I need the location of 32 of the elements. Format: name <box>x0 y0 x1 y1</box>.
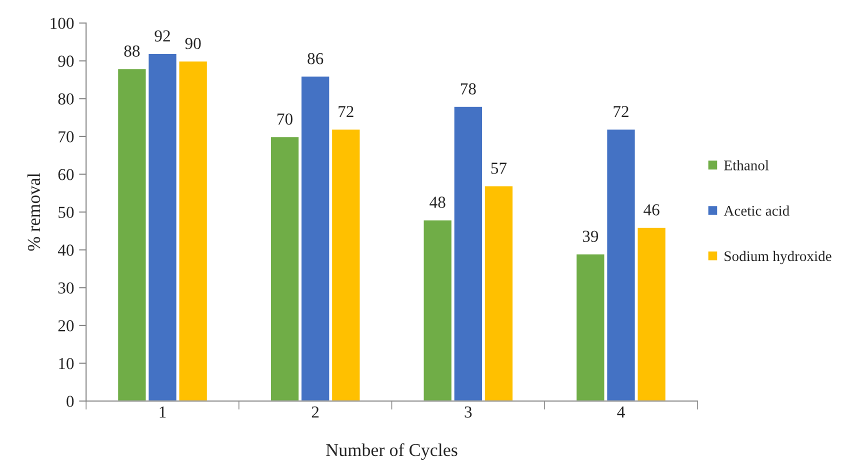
y-tick-label: 30 <box>58 282 74 294</box>
data-label: 72 <box>338 106 354 118</box>
y-tick-label: 50 <box>58 206 74 218</box>
data-label: 90 <box>185 38 201 50</box>
data-label: 39 <box>582 230 598 242</box>
y-axis-title: % removal <box>27 173 40 251</box>
data-label: 88 <box>124 45 140 57</box>
data-label: 78 <box>460 83 476 94</box>
y-tick-label: 20 <box>58 320 74 332</box>
x-tick-label: 1 <box>160 406 166 418</box>
data-label: 57 <box>491 162 507 174</box>
y-tick-label: 90 <box>58 56 74 67</box>
y-tick-label: 40 <box>58 244 74 256</box>
x-axis-title: Number of Cycles <box>326 443 458 460</box>
data-label: 70 <box>278 113 292 125</box>
data-label: 46 <box>644 204 660 216</box>
x-tick-label: 2 <box>312 406 319 418</box>
legend-label: Sodium hydroxide <box>724 250 832 264</box>
data-label: 92 <box>154 30 170 42</box>
y-tick-label: 70 <box>58 131 74 142</box>
data-label: 86 <box>308 53 324 64</box>
y-tick-label: 100 <box>50 18 74 29</box>
x-tick-label: 4 <box>617 406 625 418</box>
data-label: 72 <box>614 106 628 118</box>
legend-label: Acetic acid <box>724 205 790 216</box>
y-tick-label: 80 <box>58 93 74 105</box>
data-label: 48 <box>430 196 446 208</box>
y-tick-label: 60 <box>58 168 74 180</box>
y-tick-label: 10 <box>59 358 74 370</box>
legend-label: Ethanol <box>724 160 769 170</box>
x-tick-label: 3 <box>464 406 472 418</box>
y-tick-label: 0 <box>66 396 74 408</box>
